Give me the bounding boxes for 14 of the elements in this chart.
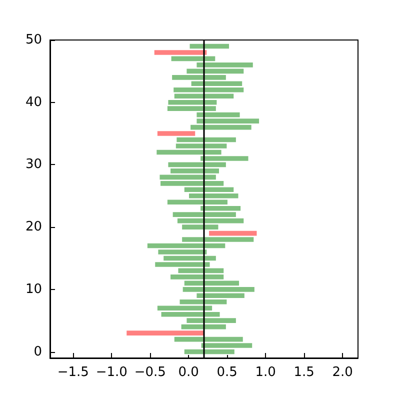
x-tick-label: 1.5 (294, 365, 314, 380)
x-tick-label: 2.0 (332, 365, 353, 380)
y-tick-label: 20 (25, 220, 42, 235)
x-tick-label: −1.5 (57, 365, 89, 380)
y-tick-label: 50 (25, 32, 42, 48)
y-tick-label: 30 (25, 157, 42, 172)
x-tick-label: −0.5 (134, 365, 166, 380)
y-tick-label: 0 (34, 344, 42, 360)
x-tick-label: 1.0 (255, 365, 276, 380)
x-tick-label: 0.0 (178, 365, 199, 380)
y-tick-label: 40 (25, 94, 42, 110)
x-tick-label: 0.5 (216, 365, 238, 380)
y-tick-label: 10 (25, 282, 42, 297)
x-tick-label: −1.0 (96, 365, 128, 380)
